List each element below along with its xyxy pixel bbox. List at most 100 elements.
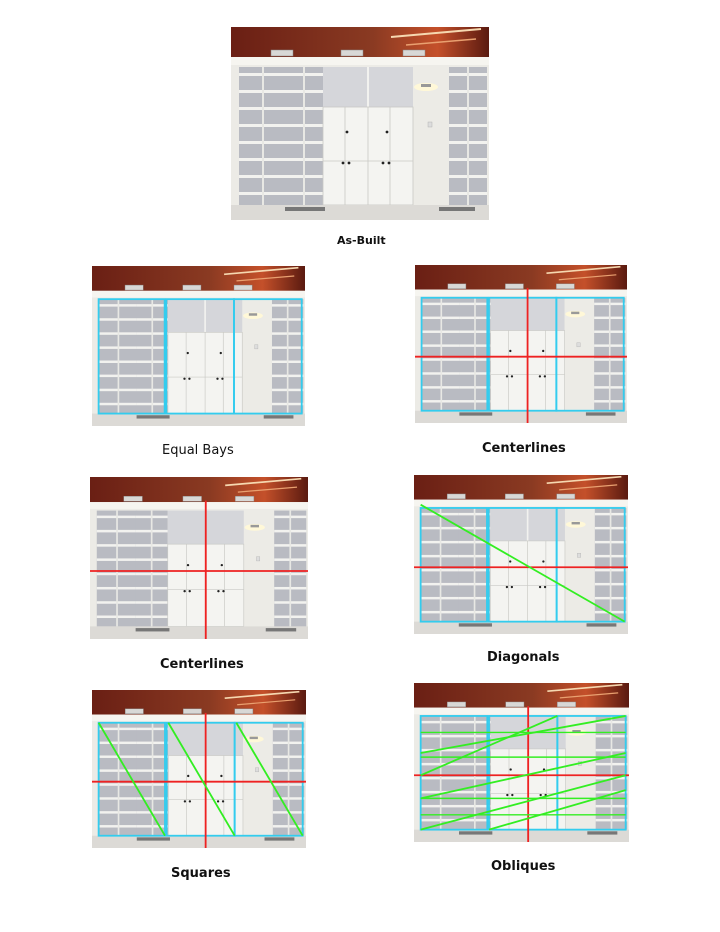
shelf-divider	[289, 510, 292, 627]
floor-vent	[439, 207, 475, 211]
ceiling-light-streak	[224, 690, 300, 700]
floor-vent	[264, 837, 295, 841]
ceiling-vent	[270, 49, 294, 57]
floor-vent	[265, 628, 297, 632]
oblique-line	[420, 715, 558, 777]
door-knob	[543, 375, 546, 378]
door-knob	[188, 589, 191, 593]
door-knob	[347, 161, 351, 165]
shelf-divider	[608, 297, 611, 411]
floor-vent	[135, 628, 170, 632]
oblique-line	[420, 774, 626, 831]
door-knob	[341, 161, 345, 165]
door-knob	[221, 377, 224, 380]
ceiling-light-streak	[559, 484, 618, 491]
equal-bays-photo	[92, 266, 305, 426]
floor-vent	[587, 831, 618, 835]
wall-lamp	[244, 524, 265, 531]
door-knob	[186, 563, 190, 567]
door-knob	[217, 589, 220, 593]
shelf-divider	[117, 722, 120, 836]
cornice	[414, 707, 629, 715]
shelf-divider	[439, 507, 442, 622]
diagonals-caption: Diagonals	[487, 650, 560, 665]
ceiling-light-streak	[559, 692, 619, 699]
ceiling-vent	[556, 283, 575, 289]
ceiling-vent	[505, 701, 525, 708]
shelf-divider	[116, 510, 118, 627]
cornice	[231, 57, 489, 65]
door-knob	[222, 589, 225, 593]
shelf-divider	[474, 715, 476, 830]
cornice	[90, 502, 308, 509]
ceiling-vent	[447, 283, 467, 289]
floor-vent	[136, 415, 170, 419]
ceiling-light-streak	[546, 265, 621, 275]
wall-switch	[254, 344, 259, 350]
floor-vent	[459, 831, 493, 835]
floor-vent	[459, 412, 493, 416]
ceiling-light-streak	[237, 699, 296, 706]
shelf-divider	[610, 715, 613, 830]
bay-outline	[419, 715, 489, 831]
door-knob	[381, 161, 385, 165]
ceiling-vent	[124, 708, 144, 714]
shelf-divider	[151, 722, 154, 836]
ceiling-light-streak	[224, 266, 299, 276]
ceiling-vent	[183, 708, 202, 714]
door-knob	[539, 793, 542, 797]
ceiling-vent	[402, 49, 426, 57]
as-built-caption: As-Built	[337, 234, 386, 247]
door-knob	[220, 563, 223, 567]
bay-outline	[233, 298, 303, 415]
centerlines-photo-2	[90, 477, 308, 639]
oblique-line	[420, 752, 626, 800]
shelf-divider	[287, 722, 290, 836]
shelf-divider	[439, 715, 442, 830]
door-knob	[385, 130, 389, 134]
door-knob	[187, 774, 190, 778]
door-knob	[220, 774, 223, 778]
wall-lamp	[243, 312, 263, 320]
door-knob	[216, 377, 219, 380]
cabinet-illustration	[231, 27, 489, 220]
ceiling-vent	[556, 493, 576, 500]
floor-vent	[586, 623, 617, 627]
bay-outline	[233, 721, 304, 837]
cabinet-illustration	[414, 475, 628, 634]
shelf-divider	[150, 510, 153, 627]
cornice	[92, 714, 306, 722]
door-knob	[509, 768, 512, 771]
floor-vent	[458, 623, 492, 627]
door-knob	[542, 560, 545, 563]
door-knob	[510, 375, 514, 378]
wall-lamp	[565, 521, 586, 528]
ceiling-light-streak	[237, 486, 298, 493]
diagonal-line	[420, 503, 626, 623]
shelf-divider	[474, 297, 476, 411]
wall-lamp-fixture	[421, 84, 431, 87]
wall-switch	[427, 121, 433, 128]
centerlines-caption-2: Centerlines	[160, 657, 244, 672]
wall-lamp-fixture	[249, 736, 258, 740]
squares-photo	[92, 690, 306, 848]
bay-outline	[420, 296, 489, 412]
centerlines-caption-1: Centerlines	[482, 441, 566, 456]
ceiling-vent	[124, 284, 144, 291]
door-knob	[183, 589, 186, 593]
ceiling-light-streak	[546, 475, 622, 485]
bay-outline	[556, 715, 627, 831]
cabinet-illustration	[92, 690, 306, 848]
wall-switch	[256, 556, 261, 562]
door-knob	[183, 377, 186, 380]
door-knob	[510, 585, 514, 589]
door-knob	[511, 793, 514, 797]
cabinet-illustration	[415, 265, 627, 423]
door-knob	[538, 375, 542, 378]
shelf-divider	[467, 67, 469, 205]
wall-lamp-fixture	[572, 729, 581, 733]
floor-vent	[263, 415, 294, 419]
wall-switch	[255, 767, 259, 773]
wall-switch	[577, 553, 581, 558]
square-diagonal	[167, 722, 236, 837]
